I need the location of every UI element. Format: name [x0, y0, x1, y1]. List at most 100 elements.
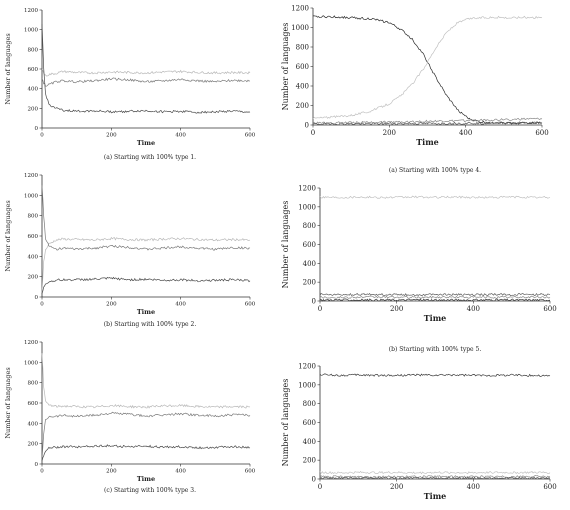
y-tick-label: 800	[28, 214, 39, 220]
series-line-2	[319, 470, 551, 475]
series-line-2	[319, 292, 551, 297]
y-tick-label: 800	[303, 222, 316, 230]
y-tick-label: 0	[305, 121, 309, 129]
x-tick-label: 600	[543, 483, 556, 491]
x-tick-label: 400	[467, 483, 480, 491]
axis-lines	[319, 366, 550, 480]
x-tick-label: 400	[175, 133, 186, 139]
y-tick-label: 600	[303, 241, 316, 249]
series-line-4	[312, 121, 543, 126]
y-tick-label: 1000	[298, 381, 316, 389]
y-tick-label: 200	[28, 106, 39, 112]
chart-svg: 0 200 400 600 800 1000 1200 0 200 400 600 Time Numbe…	[4, 173, 256, 316]
series-line-3	[312, 117, 543, 125]
chart-panel-type6: 0 200 400 600 800 1000 1200 0 200 400 600 Time Numbe…	[280, 358, 570, 508]
x-tick-label: 600	[535, 129, 548, 137]
x-tick-label: 200	[383, 129, 396, 137]
y-tick-label: 0	[35, 295, 39, 301]
y-tick-label: 1000	[291, 24, 309, 32]
x-tick-label: 0	[318, 483, 322, 491]
x-tick-label: 200	[390, 483, 403, 491]
y-tick-label: 1200	[24, 8, 38, 14]
y-tick-label: 1000	[24, 28, 38, 34]
x-axis-title: Time	[137, 139, 155, 147]
x-tick-label: 200	[106, 133, 117, 139]
chart-panel-type5: 0 200 400 600 800 1000 1200 0 200 400 600 Time Numbe…	[280, 180, 570, 345]
y-tick-label: 200	[303, 279, 316, 287]
x-axis-title: Time	[137, 308, 155, 316]
series-line-3	[41, 24, 251, 114]
chart-svg: 0 200 400 600 800 1000 1200 0 200 400 600 Time Numbe…	[281, 362, 557, 501]
series-line-3	[41, 276, 251, 294]
series-line-1	[319, 373, 551, 377]
y-axis-title: Number of languages	[4, 200, 12, 271]
axis-lines	[319, 188, 550, 302]
series-line-3	[319, 475, 551, 479]
y-axis-title: Number of languages	[281, 23, 290, 111]
y-axis-title: Number of languages	[4, 367, 12, 438]
y-tick-label: 800	[28, 381, 39, 387]
y-tick-label: 600	[28, 234, 39, 240]
series-line-3	[41, 444, 251, 461]
y-tick-label: 1200	[291, 4, 309, 12]
x-axis-title: Time	[424, 313, 447, 323]
y-tick-label: 1000	[24, 360, 38, 366]
x-tick-label: 400	[175, 302, 186, 308]
y-axis-title: Number of languages	[281, 379, 290, 467]
y-axis-title: Number of languages	[281, 201, 290, 289]
x-tick-label: 0	[311, 129, 315, 137]
y-tick-label: 600	[28, 67, 39, 73]
y-tick-label: 200	[303, 457, 316, 465]
axis-lines	[312, 8, 542, 126]
x-tick-label: 0	[40, 133, 44, 139]
series-line-3	[319, 295, 551, 300]
y-tick-label: 400	[28, 421, 39, 427]
series-line-1	[41, 236, 251, 293]
y-tick-label: 200	[28, 442, 39, 448]
y-tick-label: 1200	[298, 362, 316, 370]
chart-caption-type1: (a) Starting with 100% type 1.	[103, 154, 197, 161]
y-tick-label: 0	[312, 475, 316, 483]
chart-svg: 0 200 400 600 800 1000 1200 0 200 400 600 Time Numbe…	[281, 184, 557, 323]
y-tick-label: 200	[28, 275, 39, 281]
x-tick-label: 200	[106, 302, 117, 308]
x-tick-label: 600	[245, 469, 256, 475]
x-axis-title: Time	[416, 137, 439, 147]
y-tick-label: 200	[296, 102, 309, 110]
y-tick-label: 600	[296, 63, 309, 71]
y-axis-title: Number of languages	[4, 33, 12, 104]
x-tick-label: 400	[467, 305, 480, 313]
x-axis-title: Time	[137, 475, 155, 483]
x-tick-label: 400	[175, 469, 186, 475]
x-tick-label: 0	[40, 469, 44, 475]
series-line-1	[41, 353, 251, 409]
x-tick-label: 200	[390, 305, 403, 313]
chart-caption-type4: (a) Starting with 100% type 4.	[388, 167, 482, 174]
y-tick-label: 0	[312, 297, 316, 305]
series-line-2	[41, 185, 251, 251]
y-tick-label: 400	[28, 254, 39, 260]
x-tick-label: 0	[40, 302, 44, 308]
series-line-4	[319, 298, 551, 302]
y-tick-label: 400	[296, 82, 309, 90]
y-tick-label: 1200	[24, 340, 38, 346]
series-line-1	[41, 69, 251, 77]
chart-caption-type3: (c) Starting with 100% type 3.	[104, 487, 196, 494]
x-tick-label: 600	[245, 302, 256, 308]
series-line-2	[41, 77, 251, 87]
x-tick-label: 200	[106, 469, 117, 475]
series-line-2	[41, 411, 251, 460]
y-tick-label: 1200	[24, 173, 38, 179]
x-axis-title: Time	[424, 491, 447, 501]
chart-caption-type5: (b) Starting with 100% type 5.	[388, 346, 482, 353]
chart-panel-type1: 0 200 400 600 800 1000 1200 0 200 400 600 Time Numbe…	[0, 0, 270, 150]
chart-panel-type4: 0 200 400 600 800 1000 1200 0 200 400 600 Time Numbe…	[280, 0, 570, 165]
y-tick-label: 800	[28, 47, 39, 53]
chart-panel-type3: 0 200 400 600 800 1000 1200 0 200 400 600 Time Numbe…	[0, 334, 270, 484]
series-line-4	[319, 476, 551, 480]
y-tick-label: 800	[296, 43, 309, 51]
axis-lines	[41, 175, 250, 298]
x-tick-label: 0	[318, 305, 322, 313]
x-tick-label: 600	[543, 305, 556, 313]
chart-svg: 0 200 400 600 800 1000 1200 0 200 400 600 Time Numbe…	[281, 4, 549, 147]
